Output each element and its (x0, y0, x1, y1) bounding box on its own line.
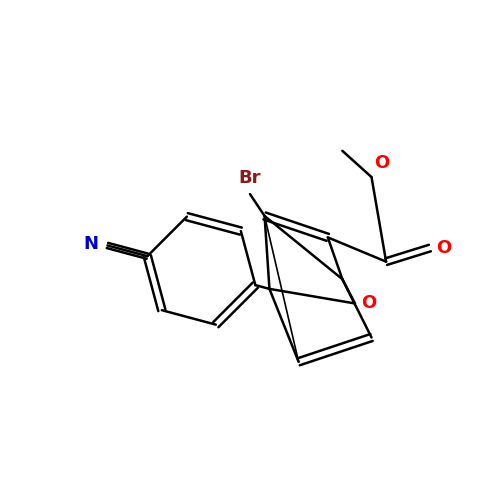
Text: Br: Br (239, 169, 261, 187)
Text: O: O (436, 239, 451, 257)
Text: N: N (83, 234, 98, 252)
Text: O: O (374, 154, 389, 172)
Text: O: O (361, 294, 376, 312)
